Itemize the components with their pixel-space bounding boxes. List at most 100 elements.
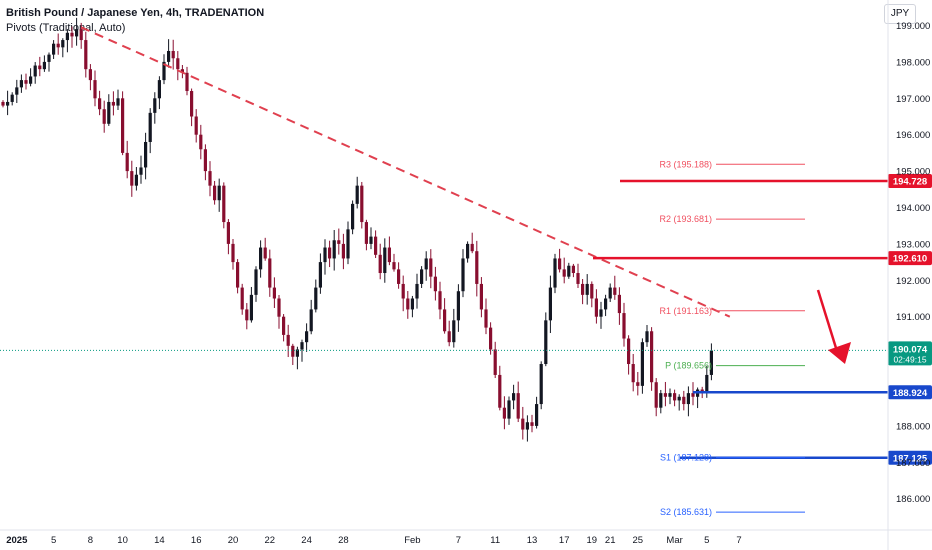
candle-body — [387, 247, 391, 263]
candle-body — [410, 298, 414, 310]
candle-body — [452, 320, 456, 343]
time-tick-label: 8 — [88, 535, 93, 546]
candle-body — [15, 87, 19, 95]
candle-body — [705, 374, 709, 394]
candle-body — [337, 240, 341, 244]
candle-body — [673, 393, 677, 401]
candle-body — [617, 294, 621, 314]
current-price-tag — [888, 341, 932, 366]
candle-body — [415, 283, 419, 299]
candle-body — [249, 294, 253, 321]
candle-body — [88, 69, 92, 81]
candle-body — [42, 61, 46, 70]
candle-body — [627, 338, 631, 365]
candle-body — [668, 393, 672, 397]
candle-body — [259, 247, 263, 270]
candle-body — [622, 313, 626, 339]
candle-body — [341, 243, 345, 259]
time-tick-label: 22 — [265, 535, 276, 546]
candle-body — [231, 243, 235, 263]
candle-body — [544, 320, 548, 365]
candle-body — [318, 262, 322, 288]
candle-body — [613, 287, 617, 295]
candle-body — [535, 404, 539, 426]
candle-body — [162, 61, 166, 81]
candle-body — [659, 393, 663, 408]
candle-body — [397, 269, 401, 284]
time-tick-label: 5 — [51, 535, 56, 546]
candle-body — [93, 80, 97, 99]
price-tick-label: 192.000 — [896, 276, 930, 287]
candle-body — [176, 58, 180, 70]
time-tick-label: 13 — [527, 535, 538, 546]
candle-body — [139, 167, 143, 175]
candle-body — [364, 222, 368, 244]
levels-layer: 194.728 192.610 188.924 187.125 R3 (195.188)… — [0, 26, 932, 517]
candle-body — [33, 65, 37, 77]
candle-body — [84, 40, 88, 70]
pivot-label: R2 (193.681) — [659, 214, 712, 224]
price-tick-label: 188.000 — [896, 421, 930, 432]
time-tick-label: 7 — [456, 535, 461, 546]
candle-body — [245, 309, 249, 321]
pivot-label: S1 (187.128) — [660, 453, 712, 463]
candle-body — [525, 422, 529, 430]
time-tick-label: 2025 — [6, 535, 28, 546]
candle-body — [677, 396, 681, 401]
candle-body — [493, 349, 497, 375]
price-tick-label: 199.000 — [896, 21, 930, 32]
candle-body — [300, 342, 304, 350]
candle-body — [157, 80, 161, 99]
price-tick-label: 194.000 — [896, 203, 930, 214]
candle-body — [686, 393, 690, 405]
candle-body — [52, 43, 56, 55]
pivot-label: R1 (191.163) — [659, 306, 712, 316]
candle-body — [295, 349, 299, 357]
candle-body — [433, 276, 437, 292]
candle-body — [553, 258, 557, 288]
candle-body — [277, 298, 281, 317]
candle-body — [594, 298, 598, 317]
level-price-label: 194.728 — [893, 177, 927, 188]
time-tick-label: 24 — [301, 535, 312, 546]
candle-body — [456, 291, 460, 321]
candle-body — [576, 273, 580, 284]
level-price-tag — [888, 174, 932, 189]
down-arrow-shaft — [816, 289, 838, 349]
candle-body — [360, 185, 364, 223]
candle-body — [346, 229, 350, 259]
candle-body — [374, 236, 378, 255]
candle-body — [226, 222, 230, 244]
candle-body — [10, 94, 14, 102]
price-tick-label: 186.000 — [896, 494, 930, 505]
candle-body — [47, 54, 51, 62]
candle-body — [378, 254, 382, 274]
candle-body — [272, 287, 276, 299]
current-price-label: 190.074 — [893, 344, 928, 355]
candle-body — [479, 283, 483, 310]
symbol-title: British Pound / Japanese Yen, 4h, TRADEN… — [6, 7, 265, 19]
candle-body — [217, 185, 221, 201]
time-tick-label: Feb — [404, 535, 420, 546]
indicator-label[interactable]: Pivots (Traditional, Auto) — [6, 22, 126, 34]
candle-body — [61, 40, 65, 48]
currency-button[interactable]: JPY — [884, 4, 916, 24]
candle-body — [153, 98, 157, 113]
time-tick-label: 16 — [191, 535, 202, 546]
candle-body — [130, 171, 134, 186]
candle-body — [650, 331, 654, 383]
candle-body — [167, 50, 171, 62]
chart-title-box: British Pound / Japanese Yen, 4h, TRADEN… — [6, 6, 264, 36]
candle-body — [709, 350, 713, 375]
price-tick-label: 196.000 — [896, 130, 930, 141]
candle-body — [507, 400, 511, 419]
candle-body — [429, 258, 433, 277]
pivot-label: S2 (185.631) — [660, 507, 712, 517]
candle-body — [461, 258, 465, 292]
candle-body — [585, 283, 589, 295]
price-tick-label: 187.000 — [896, 458, 930, 469]
candle-body — [38, 65, 42, 70]
candle-body — [355, 185, 359, 204]
price-tick-label: 195.000 — [896, 167, 930, 178]
